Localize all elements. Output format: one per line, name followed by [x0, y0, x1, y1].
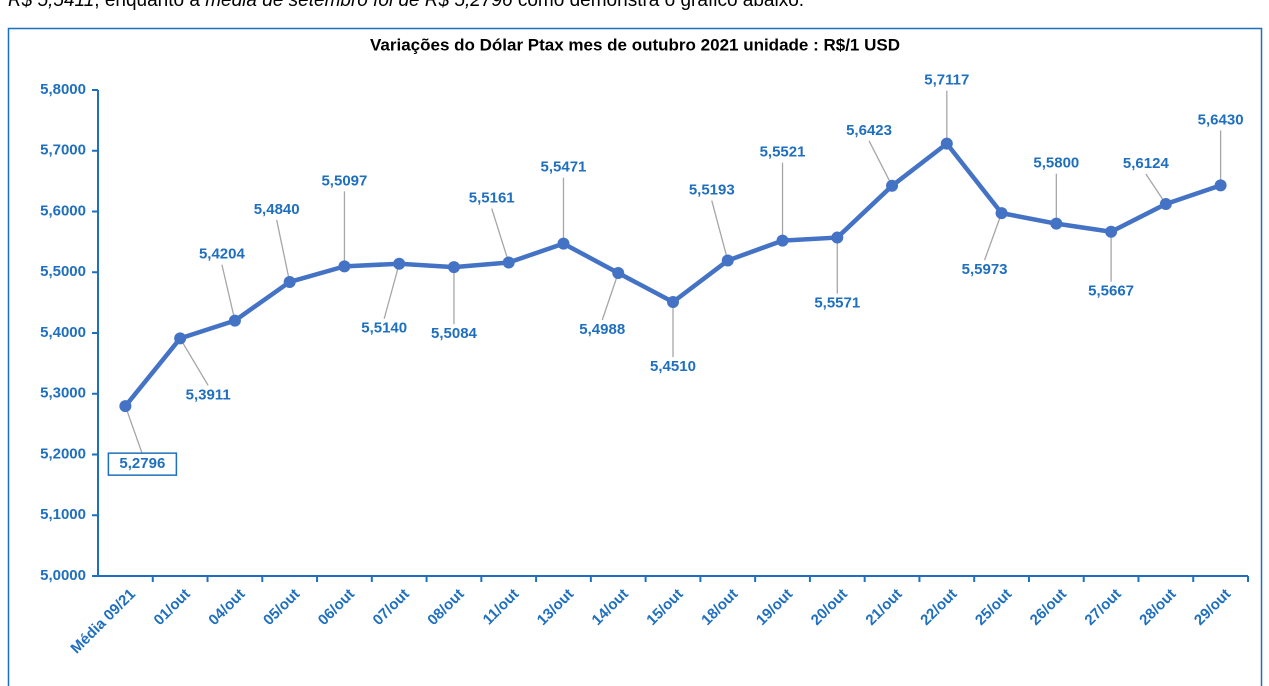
y-tick-label: 5,4000 — [40, 324, 86, 341]
x-tick-label: 07/out — [370, 586, 413, 629]
x-tick-label: 15/out — [643, 586, 686, 629]
data-point — [612, 266, 625, 279]
data-point — [721, 254, 734, 267]
data-point — [1050, 217, 1063, 230]
leader-line — [179, 338, 209, 386]
data-label: 5,5193 — [689, 181, 735, 198]
data-point — [886, 179, 899, 192]
data-label: 5,5973 — [962, 261, 1008, 278]
data-label: 5,4840 — [254, 201, 300, 218]
data-point — [1159, 197, 1172, 210]
data-point — [940, 137, 953, 150]
data-label: 5,5084 — [431, 325, 478, 342]
data-label: 5,2796 — [119, 455, 165, 472]
x-tick-label: 25/out — [972, 586, 1015, 629]
data-label: 5,5667 — [1088, 283, 1134, 300]
chart-frame — [7, 27, 1263, 686]
y-tick-label: 5,5000 — [40, 263, 86, 280]
x-tick-label: 01/out — [151, 586, 194, 629]
leader-line — [1145, 173, 1167, 205]
leader-line — [124, 405, 143, 455]
leader-line — [601, 272, 619, 321]
data-label: 5,7117 — [924, 72, 969, 89]
leader-line — [276, 219, 291, 283]
data-label: 5,5571 — [814, 295, 860, 312]
leader-line — [491, 208, 510, 263]
data-point — [831, 231, 844, 244]
data-label: 5,5471 — [541, 159, 587, 176]
intro-part: R$ 5,5411 — [8, 0, 95, 11]
data-label: 5,5097 — [321, 172, 367, 189]
x-tick-label: 06/out — [315, 586, 358, 629]
x-tick-label: 19/out — [753, 586, 796, 629]
data-point — [447, 261, 460, 274]
x-tick-label: 20/out — [808, 586, 851, 629]
intro-part: , enquanto a — [94, 0, 206, 11]
data-label: 5,5161 — [469, 189, 515, 206]
data-label: 5,4988 — [579, 321, 625, 338]
data-point — [776, 234, 789, 247]
y-tick-label: 5,7000 — [40, 142, 86, 159]
data-label: 5,6423 — [846, 122, 892, 139]
y-tick-label: 5,0000 — [40, 567, 86, 584]
data-label: 5,5521 — [760, 144, 806, 161]
leader-line — [383, 263, 400, 319]
y-tick-label: 5,8000 — [40, 81, 86, 98]
data-label: 5,6124 — [1123, 155, 1170, 172]
x-tick-label: 18/out — [698, 586, 741, 629]
y-tick-label: 5,2000 — [40, 445, 86, 462]
x-tick-label: 27/out — [1081, 586, 1124, 629]
data-point — [283, 275, 296, 288]
data-point — [1105, 225, 1118, 238]
data-label: 5,3911 — [186, 386, 231, 403]
data-point — [174, 332, 187, 345]
data-label: 5,5800 — [1033, 155, 1079, 172]
x-tick-label: 14/out — [589, 586, 632, 629]
data-point — [667, 296, 679, 309]
leader-line — [711, 200, 729, 261]
x-tick-label: 21/out — [862, 586, 905, 629]
intro-part: como demonstra o gráfico abaixo. — [512, 0, 805, 11]
data-point — [502, 256, 515, 269]
intro-part: média de setembro foi de R$ 5,2796 — [205, 0, 513, 11]
data-point — [557, 237, 570, 250]
leader-line — [221, 264, 236, 321]
x-tick-label: 26/out — [1027, 586, 1070, 629]
leader-line — [983, 212, 1003, 261]
x-tick-label: 04/out — [205, 586, 248, 629]
x-tick-label: 13/out — [534, 586, 577, 629]
x-tick-label: 11/out — [480, 586, 523, 629]
data-point — [119, 400, 132, 413]
chart-title: Variações do Dólar Ptax mes de outubro 2… — [370, 35, 900, 54]
data-point — [228, 314, 241, 327]
data-point — [338, 260, 351, 273]
y-tick-label: 5,3000 — [40, 385, 86, 402]
data-label: 5,4204 — [199, 246, 246, 263]
x-tick-label: 28/out — [1136, 586, 1179, 629]
data-label: 5,6430 — [1198, 111, 1244, 128]
leader-line — [868, 140, 893, 187]
y-tick-label: 5,1000 — [40, 506, 86, 523]
data-point — [1214, 179, 1227, 192]
x-tick-label: 29/out — [1191, 586, 1234, 629]
y-tick-label: 5,6000 — [40, 202, 86, 219]
x-tick-label: 22/out — [917, 586, 960, 629]
label-box — [107, 452, 178, 476]
x-tick-label: 08/out — [424, 586, 467, 629]
data-point — [393, 257, 406, 270]
x-tick-label: 05/out — [260, 586, 303, 629]
data-label: 5,5140 — [361, 320, 407, 337]
x-tick-label: Média 09/21 — [67, 586, 139, 658]
data-point — [995, 207, 1008, 220]
intro-text: R$ 5,5411, enquanto a média de setembro … — [8, 0, 804, 12]
data-label: 5,4510 — [650, 358, 696, 375]
